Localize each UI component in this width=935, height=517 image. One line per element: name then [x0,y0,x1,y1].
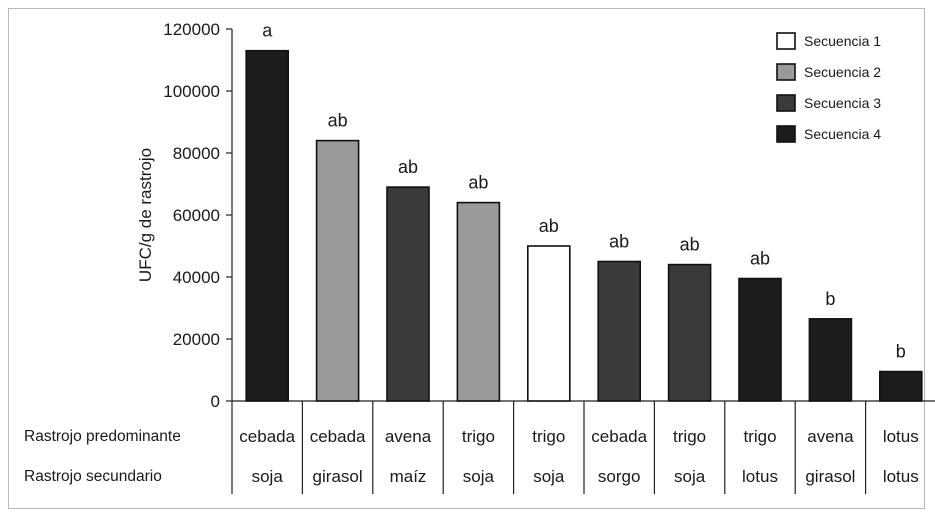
primary-residue-label: cebada [239,427,295,446]
y-tick-label: 0 [211,392,220,411]
row-label-secondary: Rastrojo secundario [24,468,162,485]
primary-residue-label: avena [385,427,432,446]
bar [315,139,360,402]
secondary-residue-label: maíz [390,467,427,486]
primary-residue-label: lotus [883,427,919,446]
bar [245,49,289,402]
bar [738,277,782,402]
legend-label: Secuencia 2 [804,64,881,80]
row-label-primary: Rastrojo predominante [24,428,181,445]
legend-swatch [776,63,796,81]
bar [597,260,642,402]
y-tick-label: 20000 [173,330,220,349]
secondary-residue-label: lotus [742,467,778,486]
significance-letter: ab [398,157,418,177]
y-axis-label: UFC/g de rastrojo [136,148,155,282]
secondary-residue-label: soja [674,467,706,486]
significance-letter: b [825,289,835,309]
significance-letter: ab [680,235,700,255]
primary-residue-label: cebada [591,427,647,446]
legend-label: Secuencia 3 [804,95,881,111]
y-tick-label: 100000 [163,82,220,101]
y-tick-label: 40000 [173,268,220,287]
primary-residue-label: cebada [310,427,366,446]
significance-letter: a [262,21,273,41]
significance-letter: ab [468,173,488,193]
legend-swatch [776,94,796,112]
legend-label: Secuencia 1 [804,33,881,49]
bar [386,186,430,402]
y-tick-label: 80000 [173,144,220,163]
primary-residue-label: avena [807,427,854,446]
primary-residue-label: trigo [532,427,565,446]
bar [456,201,501,402]
secondary-residue-label: sorgo [598,467,641,486]
secondary-residue-label: soja [463,467,495,486]
significance-letter: ab [328,111,348,131]
primary-residue-label: trigo [462,427,495,446]
y-tick-label: 60000 [173,206,220,225]
significance-letter: ab [539,216,559,236]
primary-residue-label: trigo [673,427,706,446]
secondary-residue-label: lotus [883,467,919,486]
bar [808,318,853,402]
secondary-residue-label: soja [252,467,284,486]
significance-letter: ab [609,232,629,252]
bar [526,245,571,402]
legend-swatch [776,32,796,50]
secondary-residue-label: soja [533,467,565,486]
secondary-residue-label: girasol [313,467,363,486]
secondary-residue-label: girasol [805,467,855,486]
y-tick-label: 120000 [163,20,220,39]
significance-letter: b [896,342,906,362]
significance-letter: ab [750,249,770,269]
primary-residue-label: trigo [743,427,776,446]
legend-label: Secuencia 4 [804,126,881,142]
bar [878,370,923,402]
legend-swatch [776,125,796,143]
bar [667,263,712,402]
chart-frame [8,8,925,509]
